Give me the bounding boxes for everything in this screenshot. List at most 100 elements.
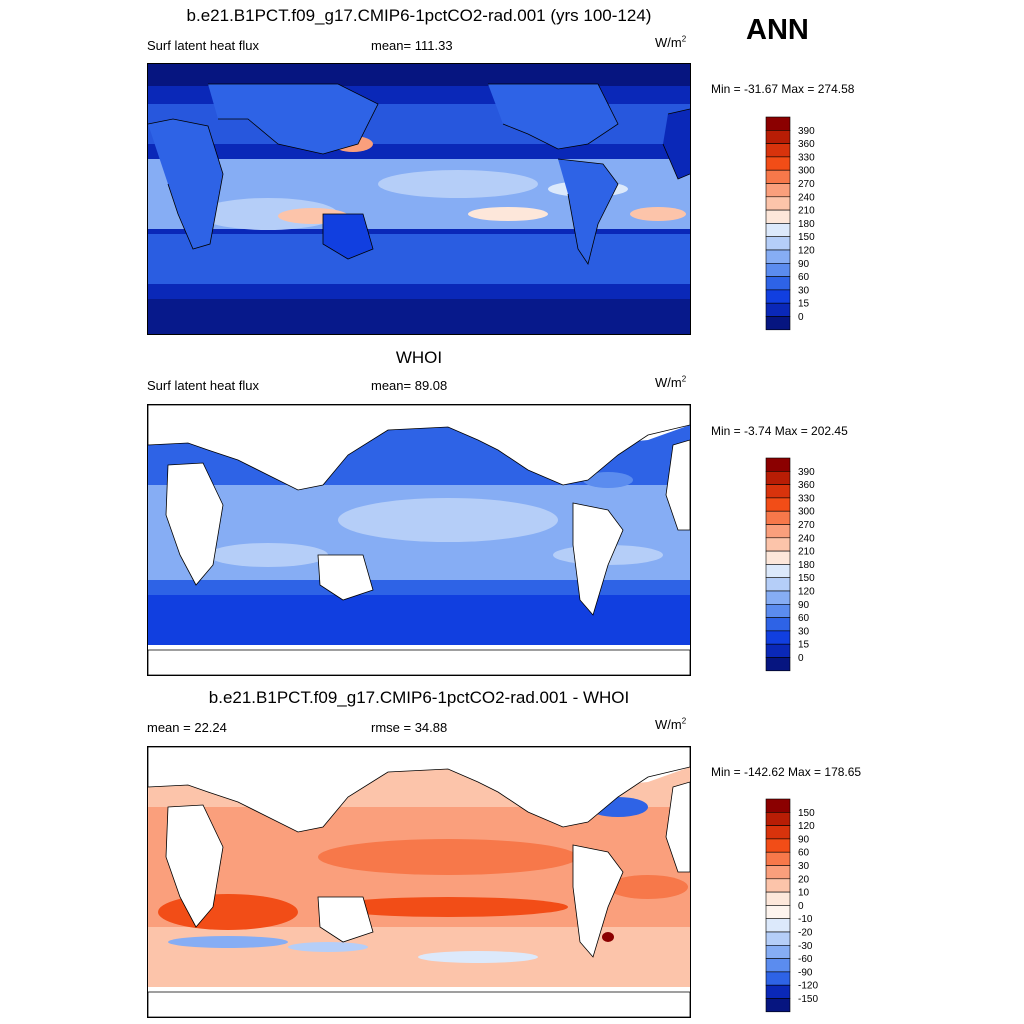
- colorbar-swatch: [765, 798, 791, 813]
- colorbar-swatch: [765, 604, 791, 618]
- colorbar-swatch: [765, 471, 791, 485]
- colorbar-tick-label: 10: [798, 888, 810, 899]
- colorbar-swatch: [765, 891, 791, 906]
- panel1-variable-label: Surf latent heat flux: [147, 38, 260, 53]
- colorbar-swatch: [765, 130, 791, 144]
- colorbar-swatch: [765, 825, 791, 840]
- colorbar-tick-label: 330: [798, 493, 815, 504]
- panel1-mean-label: mean= 111.33: [371, 38, 453, 53]
- colorbar-tick-label: -30: [798, 941, 813, 952]
- colorbar-swatch: [765, 878, 791, 893]
- panel3-rmse-label: rmse = 34.88: [371, 720, 448, 735]
- colorbar-swatch: [765, 945, 791, 959]
- colorbar-swatch: [765, 564, 791, 579]
- colorbar-swatch: [765, 617, 791, 632]
- colorbar-tick-label: 360: [798, 139, 815, 150]
- colorbar-swatch: [765, 209, 791, 224]
- colorbar-tick-label: 20: [798, 874, 810, 885]
- panel3-title: b.e21.B1PCT.f09_g17.CMIP6-1pctCO2-rad.00…: [208, 688, 630, 707]
- colorbar-swatch: [765, 302, 791, 317]
- colorbar-tick-label: 330: [798, 152, 815, 163]
- colorbar-tick-label: 240: [798, 192, 815, 203]
- colorbar-swatch: [765, 931, 791, 946]
- colorbar-tick-label: 90: [798, 600, 810, 611]
- colorbar-swatch: [765, 510, 791, 525]
- colorbar-swatch: [765, 630, 791, 645]
- colorbar-tick-label: 90: [798, 259, 810, 270]
- panel2-units-label: W/m2: [655, 374, 687, 390]
- colorbar-tick-label: -90: [798, 967, 813, 978]
- colorbar-swatch: [765, 537, 791, 552]
- colorbar-tick-label: 60: [798, 272, 810, 283]
- panel1-map: [147, 63, 691, 335]
- colorbar-tick-label: 390: [798, 126, 815, 137]
- colorbar-tick-label: 390: [798, 467, 815, 478]
- colorbar-tick-label: 120: [798, 821, 815, 832]
- panel1-minmax-label: Min = -31.67 Max = 274.58: [711, 82, 855, 96]
- colorbar-tick-label: 15: [798, 299, 810, 310]
- panel1-title: b.e21.B1PCT.f09_g17.CMIP6-1pctCO2-rad.00…: [186, 6, 652, 25]
- colorbar-tick-label: 300: [798, 507, 815, 518]
- colorbar-tick-label: -150: [798, 994, 818, 1005]
- colorbar-tick-label: 150: [798, 808, 815, 819]
- colorbar-tick-label: 210: [798, 547, 815, 558]
- panel1-units-label: W/m2: [655, 34, 687, 50]
- panel3-mean-label: mean = 22.24: [147, 720, 227, 735]
- colorbar-swatch: [765, 971, 791, 986]
- colorbar-tick-label: 150: [798, 232, 815, 243]
- panel3-map: [147, 746, 691, 1018]
- colorbar-swatch: [765, 116, 791, 131]
- colorbar-swatch: [765, 223, 791, 238]
- colorbar-swatch: [765, 457, 791, 472]
- colorbar-swatch: [765, 812, 791, 826]
- colorbar-tick-label: 120: [798, 587, 815, 598]
- colorbar-swatch: [765, 905, 791, 920]
- panel2-variable-label: Surf latent heat flux: [147, 378, 260, 393]
- colorbar-swatch: [765, 196, 791, 211]
- colorbar-swatch: [765, 550, 791, 565]
- colorbar-tick-label: -20: [798, 928, 813, 939]
- panel2-minmax-label: Min = -3.74 Max = 202.45: [711, 424, 848, 438]
- colorbar-swatch: [765, 838, 791, 853]
- colorbar-swatch: [765, 236, 791, 251]
- colorbar-tick-label: 30: [798, 285, 810, 296]
- colorbar-tick-label: 0: [798, 312, 804, 323]
- panel2-mean-label: mean= 89.08: [371, 378, 448, 393]
- colorbar-tick-label: 0: [798, 653, 804, 664]
- colorbar-swatch: [765, 156, 791, 171]
- colorbar-swatch: [765, 289, 791, 304]
- colorbar-swatch: [765, 484, 791, 499]
- colorbar-swatch: [765, 497, 791, 512]
- colorbar-swatch: [765, 169, 791, 184]
- colorbar-tick-label: 300: [798, 166, 815, 177]
- panel2-colorbar: 390 360 330 300 270 240 210 180 150 120 90 60 30 15 0: [765, 457, 845, 677]
- colorbar-swatch: [765, 524, 791, 539]
- colorbar-swatch: [765, 998, 791, 1013]
- colorbar-swatch: [765, 851, 791, 866]
- panel3-colorbar: 150 120 90 60 30 20 10 0 -10 -20 -30 -60 -90 -120 -150: [765, 798, 845, 1018]
- colorbar-tick-label: -120: [798, 981, 818, 992]
- colorbar-tick-label: 90: [798, 834, 810, 845]
- colorbar-swatch: [765, 316, 791, 331]
- colorbar-tick-label: 60: [798, 613, 810, 624]
- colorbar-swatch: [765, 183, 791, 198]
- panel2-title: WHOI: [395, 348, 443, 367]
- colorbar-tick-label: 0: [798, 901, 804, 912]
- colorbar-tick-label: 180: [798, 560, 815, 571]
- panel2-map: [147, 404, 691, 676]
- colorbar-tick-label: 270: [798, 179, 815, 190]
- colorbar-tick-label: -60: [798, 954, 813, 965]
- panel3-units-label: W/m2: [655, 716, 687, 732]
- colorbar-swatch: [765, 918, 791, 933]
- colorbar-tick-label: 30: [798, 861, 810, 872]
- colorbar-tick-label: 30: [798, 626, 810, 637]
- colorbar-swatch: [765, 276, 791, 291]
- colorbar-tick-label: 270: [798, 520, 815, 531]
- colorbar-swatch: [765, 657, 791, 672]
- colorbar-tick-label: 180: [798, 219, 815, 230]
- colorbar-swatch: [765, 590, 791, 605]
- season-label: ANN: [746, 14, 809, 46]
- colorbar-swatch: [765, 249, 791, 264]
- colorbar-tick-label: 240: [798, 533, 815, 544]
- colorbar-tick-label: 210: [798, 206, 815, 217]
